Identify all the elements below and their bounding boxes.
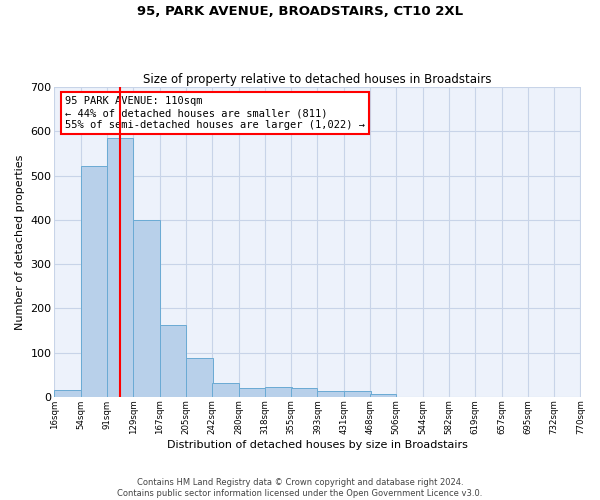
Bar [133, 220, 160, 397]
Bar [317, 392, 344, 397]
X-axis label: Distribution of detached houses by size in Broadstairs: Distribution of detached houses by size … [167, 440, 468, 450]
Y-axis label: Number of detached properties: Number of detached properties [15, 154, 25, 330]
Bar [81, 166, 107, 397]
Bar [55, 390, 81, 397]
Bar [187, 358, 213, 397]
Text: 95 PARK AVENUE: 110sqm
← 44% of detached houses are smaller (811)
55% of semi-de: 95 PARK AVENUE: 110sqm ← 44% of detached… [65, 96, 365, 130]
Text: Contains HM Land Registry data © Crown copyright and database right 2024.
Contai: Contains HM Land Registry data © Crown c… [118, 478, 482, 498]
Bar [344, 391, 371, 397]
Bar [265, 387, 292, 397]
Bar [212, 382, 239, 397]
Bar [107, 138, 133, 397]
Title: Size of property relative to detached houses in Broadstairs: Size of property relative to detached ho… [143, 73, 492, 86]
Bar [370, 394, 397, 397]
Bar [239, 388, 265, 397]
Bar [291, 388, 317, 397]
Text: 95, PARK AVENUE, BROADSTAIRS, CT10 2XL: 95, PARK AVENUE, BROADSTAIRS, CT10 2XL [137, 5, 463, 18]
Bar [160, 324, 187, 397]
